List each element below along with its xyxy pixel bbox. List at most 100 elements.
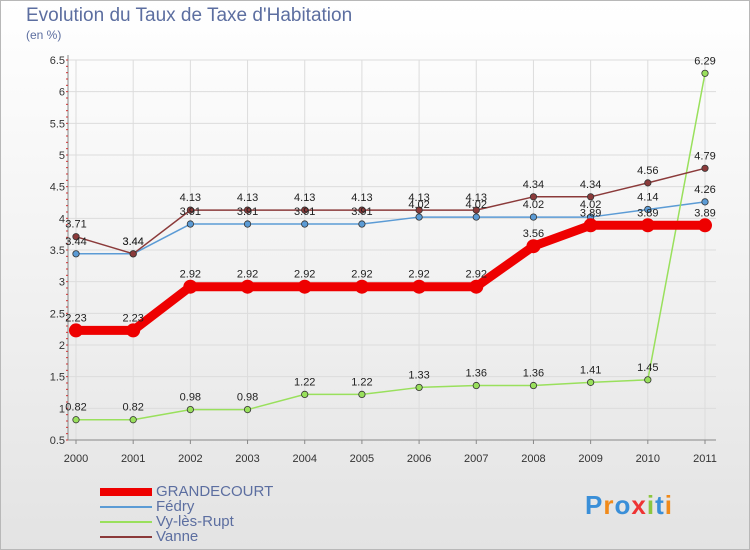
data-label-vy-les-rupt: 1.33 [408, 369, 429, 381]
series-line-fedry [75, 201, 706, 255]
data-label-grandecourt: 2.23 [65, 312, 86, 324]
data-label-fedry: 4.02 [580, 199, 601, 211]
data-label-vanne: 4.79 [694, 150, 715, 162]
data-label-vy-les-rupt: 0.98 [180, 392, 201, 404]
point-vy-les-rupt [301, 390, 309, 398]
point-fedry [644, 205, 652, 214]
point-grandecourt [412, 279, 427, 294]
grid [68, 59, 716, 441]
point-grandecourt [69, 323, 83, 338]
point-grandecourt [640, 218, 655, 233]
data-label-vy-les-rupt: 1.41 [580, 364, 601, 376]
y-tick-label: 4.5 [50, 182, 65, 194]
x-tick-label: 2009 [578, 453, 602, 465]
point-vanne [358, 206, 366, 214]
series-line-vanne [75, 167, 706, 255]
data-label-grandecourt: 2.92 [466, 269, 487, 281]
data-label-fedry: 4.02 [408, 199, 429, 211]
data-label-vy-les-rupt: 6.29 [694, 55, 715, 67]
logo-letter: x [631, 490, 647, 520]
data-label-vy-les-rupt: 0.82 [65, 402, 86, 414]
point-vanne [415, 206, 423, 214]
series-lines [69, 69, 712, 424]
y-tick-label: 4 [59, 213, 65, 225]
point-vanne [472, 206, 480, 214]
data-label-grandecourt: 3.56 [523, 228, 544, 240]
point-fedry [529, 213, 538, 221]
point-grandecourt [583, 218, 598, 233]
point-grandecourt [469, 279, 484, 294]
x-tick-label: 2007 [464, 453, 488, 465]
data-label-vy-les-rupt: 1.45 [637, 362, 658, 374]
data-label-fedry: 4.26 [694, 184, 715, 196]
y-tick-label: 0.5 [50, 435, 65, 447]
y-tick-label: 5 [59, 150, 65, 162]
data-label-vy-les-rupt: 1.36 [523, 368, 544, 380]
point-vanne [587, 193, 595, 201]
logo-letter: i [646, 490, 656, 520]
data-label-vy-les-rupt: 1.22 [294, 376, 315, 388]
data-label-fedry: 3.91 [294, 206, 315, 218]
point-grandecourt [297, 279, 312, 294]
point-vy-les-rupt [701, 69, 709, 77]
y-tick-label: 3 [59, 277, 65, 289]
legend-swatch-grandecourt [100, 488, 152, 496]
y-tick-label: 1 [59, 403, 65, 415]
x-tick-label: 2011 [693, 453, 717, 465]
data-label-grandecourt: 3.89 [637, 207, 658, 219]
point-vy-les-rupt [243, 405, 252, 414]
point-vanne [186, 206, 194, 214]
point-fedry [72, 250, 80, 258]
point-grandecourt [183, 279, 198, 294]
y-tick-label: 3.5 [50, 245, 65, 257]
legend-label-fedry: Fédry [156, 498, 195, 515]
data-label-fedry: 4.02 [466, 199, 487, 211]
data-label-vanne: 4.13 [408, 192, 429, 204]
x-tick-label: 2001 [121, 453, 145, 465]
x-tick-label: 2003 [235, 453, 259, 465]
series-line-grandecourt [71, 220, 710, 335]
point-grandecourt [354, 279, 369, 294]
data-label-vy-les-rupt: 1.22 [351, 376, 372, 388]
series-line-vy-les-rupt [75, 72, 706, 421]
point-vanne [129, 250, 137, 258]
proxiti-logo: Proxiti [585, 490, 673, 521]
data-label-vy-les-rupt: 0.98 [237, 392, 258, 404]
point-vy-les-rupt [72, 416, 80, 424]
data-label-vanne: 4.13 [180, 192, 201, 204]
legend-label-vy-les-rupt: Vy-lès-Rupt [156, 513, 234, 530]
point-vanne [529, 193, 538, 201]
legend-label-vanne: Vanne [156, 528, 199, 545]
x-tick-label: 2005 [350, 453, 374, 465]
point-vanne [301, 206, 309, 214]
logo-letter: i [664, 490, 673, 520]
point-vy-les-rupt [529, 381, 538, 390]
y-tick-label: 6 [59, 87, 65, 99]
data-label-vanne: 4.13 [351, 192, 372, 204]
data-label-grandecourt: 2.92 [408, 269, 429, 281]
data-label-vanne: 4.34 [580, 179, 601, 191]
data-label-grandecourt: 2.23 [122, 312, 143, 324]
point-fedry [301, 220, 309, 228]
point-fedry [243, 220, 252, 228]
x-tick-label: 2004 [292, 453, 316, 465]
point-vy-les-rupt [129, 416, 137, 424]
point-vanne [243, 206, 252, 214]
legend-swatch-fedry [100, 506, 152, 508]
chart-subtitle: (en %) [26, 28, 62, 42]
point-vy-les-rupt [358, 390, 366, 398]
x-tick-label: 2000 [64, 453, 88, 465]
logo-letter: P [585, 490, 604, 520]
point-fedry [358, 220, 366, 228]
logo-letter: r [603, 490, 615, 520]
logo-letter: o [614, 490, 632, 520]
point-vanne [644, 179, 652, 187]
y-tick-label: 2.5 [50, 308, 65, 320]
data-label-fedry: 4.14 [637, 191, 658, 203]
point-fedry [186, 220, 194, 228]
data-label-grandecourt: 3.89 [694, 207, 715, 219]
data-labels: 3.44 3.44 3.91 3.91 3.91 3.91 4.02 4.02 4.02 4.02… [65, 55, 715, 413]
point-fedry [701, 198, 709, 206]
point-grandecourt [126, 323, 141, 338]
